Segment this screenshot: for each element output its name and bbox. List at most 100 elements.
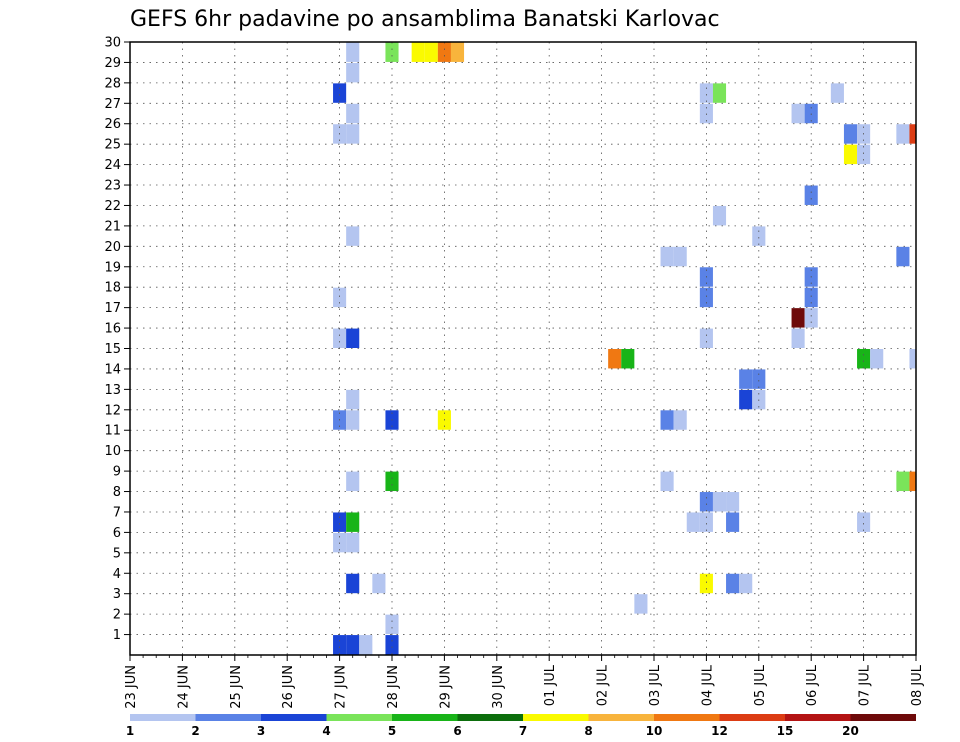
colorbar-label: 2 — [191, 724, 199, 738]
y-tick-label: 3 — [113, 587, 121, 602]
heatmap-cell — [896, 471, 910, 492]
colorbar-label: 1 — [126, 724, 134, 738]
y-tick-label: 4 — [113, 567, 121, 582]
colorbar-label: 7 — [519, 724, 527, 738]
heatmap-cell — [660, 410, 674, 430]
colorbar-segment — [654, 714, 720, 721]
colorbar-segment — [195, 714, 261, 721]
heatmap-cell — [333, 328, 347, 348]
heatmap-cell — [712, 205, 727, 226]
colorbar-segment — [785, 714, 851, 721]
heatmap-cell — [843, 124, 858, 144]
grid-lines — [130, 42, 916, 655]
colorbar-segment — [261, 714, 327, 721]
heatmap-cell — [333, 287, 347, 308]
heatmap-cell — [699, 83, 713, 103]
y-tick-label: 28 — [104, 76, 121, 91]
heatmap-cell — [346, 635, 360, 655]
heatmap-cell — [804, 287, 818, 308]
heatmap-cell — [739, 573, 753, 594]
y-tick-label: 25 — [104, 138, 121, 153]
heatmap-cell — [699, 573, 713, 594]
colorbar-label: 12 — [711, 724, 728, 738]
y-tick-label: 24 — [104, 158, 121, 173]
chart-title: GEFS 6hr padavine po ansamblima Banatski… — [130, 7, 720, 32]
y-tick-label: 30 — [104, 36, 121, 51]
y-tick-label: 14 — [104, 362, 121, 377]
heatmap-cell — [385, 614, 399, 635]
colorbar-label: 4 — [322, 724, 330, 738]
heatmap-cell — [699, 287, 713, 308]
heatmap-cell — [752, 226, 766, 246]
x-tick-label: 26 JUN — [281, 665, 296, 709]
y-tick-label: 9 — [113, 465, 121, 480]
heatmap-cell — [699, 328, 713, 348]
heatmap-cell — [857, 349, 871, 369]
y-tick-label: 2 — [113, 608, 121, 623]
colorbar-label: 10 — [646, 724, 663, 738]
heatmap-cell — [450, 42, 465, 62]
heatmap-cell — [346, 512, 360, 532]
x-tick-label: 02 JUL — [596, 664, 611, 706]
colorbar-label: 8 — [584, 724, 592, 738]
heatmap-cell — [385, 42, 399, 62]
x-tick-label: 07 JUL — [858, 664, 873, 706]
heatmap-cell — [804, 185, 818, 205]
y-tick-label: 17 — [104, 301, 121, 316]
colorbar-segment — [850, 714, 916, 721]
x-tick-label: 01 JUL — [543, 664, 558, 706]
x-tick-label: 05 JUL — [753, 664, 768, 706]
heatmap-cell — [909, 471, 916, 492]
heatmap-cell — [870, 349, 884, 369]
heatmap-cell — [359, 635, 373, 655]
heatmap-cell — [857, 144, 871, 165]
heatmap-cell — [424, 42, 438, 62]
y-tick-label: 6 — [113, 526, 121, 541]
heatmap-cell — [673, 410, 687, 430]
heatmap-cell — [791, 328, 805, 348]
heatmap-cell — [333, 83, 347, 103]
y-tick-label: 27 — [104, 97, 121, 112]
heatmap-cell — [712, 492, 727, 512]
heatmap-cell — [411, 42, 425, 62]
colorbar-label: 15 — [777, 724, 794, 738]
y-tick-label: 15 — [104, 342, 121, 357]
heatmap-cell — [346, 573, 360, 594]
x-tick-label: 28 JUN — [386, 665, 401, 709]
colorbar-segment — [130, 714, 196, 721]
heatmap-cell — [634, 594, 648, 614]
heatmap-cell — [346, 42, 360, 62]
heatmap-cell — [843, 144, 858, 165]
heatmap-cell — [752, 369, 766, 389]
heatmap-cell — [346, 62, 360, 83]
heatmap-cell — [372, 573, 386, 594]
heatmap-cell — [346, 226, 360, 246]
y-tick-label: 16 — [104, 322, 121, 337]
heatmap-cell — [712, 83, 727, 103]
heatmap-cell — [804, 308, 818, 328]
heatmap-cell — [909, 124, 916, 144]
heatmap-cell — [673, 246, 687, 267]
y-axis: 1234567891011121314151617181920212223242… — [104, 36, 130, 643]
colorbar-segment — [457, 714, 523, 721]
colorbar-label: 6 — [453, 724, 461, 738]
y-tick-label: 12 — [104, 403, 121, 418]
heatmap-cell — [608, 349, 622, 369]
heatmap-cell — [621, 349, 635, 369]
y-tick-label: 13 — [104, 383, 121, 398]
heatmap-cell — [726, 492, 740, 512]
heatmap-cell — [346, 328, 360, 348]
y-tick-label: 22 — [104, 199, 121, 214]
colorbar: 1 2 3 4 5 6 7 8 10 12 15 20 — [126, 714, 916, 738]
heatmap-cell — [726, 512, 740, 532]
heatmap-cell — [699, 492, 713, 512]
x-tick-label: 29 JUN — [438, 665, 453, 709]
heatmap-cell — [346, 410, 360, 430]
x-tick-label: 23 JUN — [124, 665, 139, 709]
heatmap-cell — [739, 369, 753, 389]
x-tick-label: 30 JUN — [491, 665, 506, 709]
heatmap-cell — [909, 349, 916, 369]
heatmap-cell — [346, 389, 360, 410]
heatmap-cell — [437, 42, 451, 62]
heatmap-cell — [896, 246, 910, 267]
